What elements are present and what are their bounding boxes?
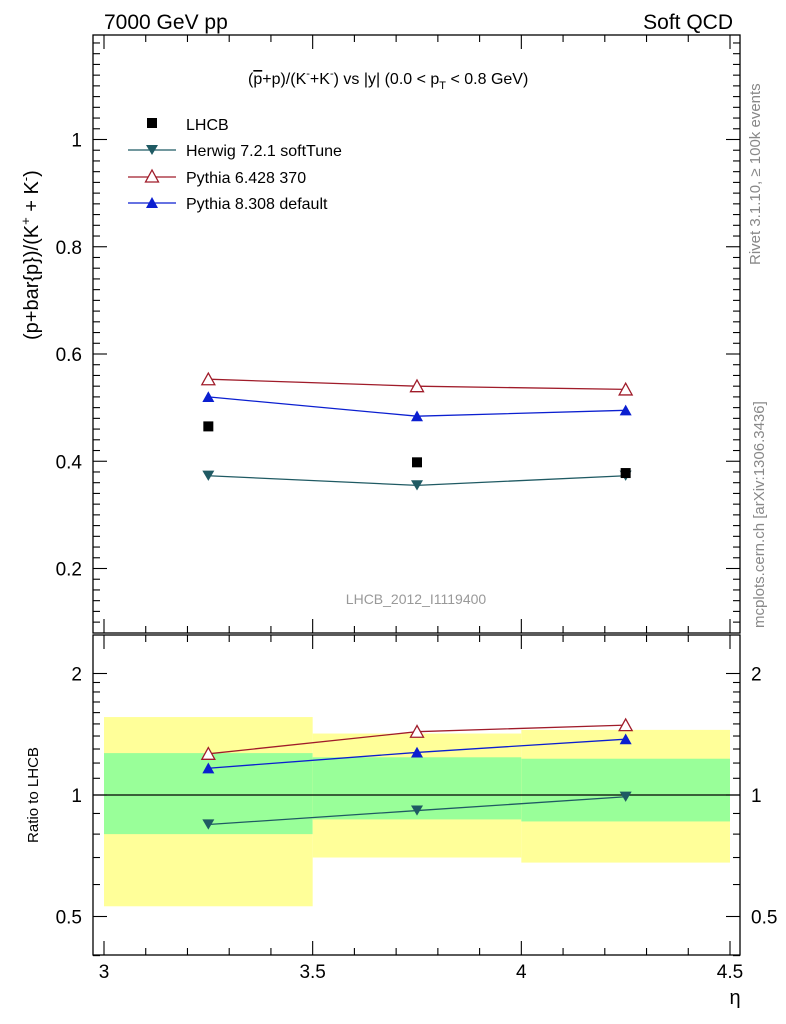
main-point-herwig xyxy=(202,470,215,481)
main-ytick-label: 0.2 xyxy=(56,560,82,581)
ratio-ytick-label-left: 1 xyxy=(71,786,82,807)
xtick-label: 4 xyxy=(516,962,527,983)
ratio-point-pythia8 xyxy=(202,762,215,774)
main-point-lhcb xyxy=(412,457,422,468)
main-ylabel: (p+bar{p})/(K+ + K-) xyxy=(18,170,43,340)
legend-marker-pythia8 xyxy=(146,197,158,208)
main-ytick-label: 0.4 xyxy=(56,452,83,473)
legend: LHCB Herwig 7.2.1 softTune Pythia 6.428 … xyxy=(128,117,342,213)
ratio-point-pythia8 xyxy=(411,746,423,758)
ratio-point-pythia8 xyxy=(619,733,632,745)
main-point-pythia8 xyxy=(202,391,215,402)
header-left: 7000 GeV pp xyxy=(104,11,228,34)
ratio-ytick-label-left: 0.5 xyxy=(56,908,82,929)
ratio-axis-ticks xyxy=(93,635,740,957)
legend-label-herwig: Herwig 7.2.1 softTune xyxy=(186,143,342,160)
main-ytick-label: 0.6 xyxy=(56,345,82,366)
legend-label-pythia8: Pythia 8.308 default xyxy=(186,196,328,213)
legend-item-pythia8: Pythia 8.308 default xyxy=(128,196,328,213)
mcplots-label: mcplots.cern.ch [arXiv:1306.3436] xyxy=(751,401,768,628)
ratio-ytick-label-right: 0.5 xyxy=(751,908,777,929)
legend-marker-herwig xyxy=(146,145,158,155)
main-point-pythia6 xyxy=(618,381,634,396)
rivet-label: Rivet 3.1.10, ≥ 100k events xyxy=(747,83,764,265)
main-data xyxy=(200,371,634,491)
header-right: Soft QCD xyxy=(643,11,733,34)
legend-marker-lhcb xyxy=(147,118,157,128)
ratio-point-pythia6 xyxy=(200,746,216,760)
xtick-label: 3.5 xyxy=(299,962,325,983)
main-point-lhcb xyxy=(620,468,631,479)
ratio-ytick-label-right: 1 xyxy=(751,786,762,807)
ratio-point-pythia6 xyxy=(618,717,634,732)
main-axis-ticks xyxy=(93,35,740,633)
main-point-lhcb xyxy=(203,421,214,432)
xtick-label: 4.5 xyxy=(717,962,743,983)
legend-item-pythia6: Pythia 6.428 370 xyxy=(128,168,306,187)
ratio-ylabel: Ratio to LHCB xyxy=(25,747,42,843)
ratio-point-herwig xyxy=(202,819,215,830)
ratio-xtick-labels: 3 3.5 4 4.5 xyxy=(99,962,744,983)
main-point-pythia6 xyxy=(409,378,425,393)
xtick-label: 3 xyxy=(99,962,110,983)
main-point-pythia8 xyxy=(411,410,423,422)
main-ytick-labels: 0.2 0.4 0.6 0.8 1 xyxy=(56,131,83,581)
legend-item-lhcb: LHCB xyxy=(147,117,229,134)
ratio-ytick-label-right: 2 xyxy=(751,665,762,686)
ratio-point-pythia6 xyxy=(409,724,425,738)
ratio-data xyxy=(200,717,634,830)
main-point-herwig xyxy=(411,480,423,491)
legend-label-pythia6: Pythia 6.428 370 xyxy=(186,170,306,187)
main-point-pythia8 xyxy=(619,404,632,416)
chart-title: (p+p)/(K-+K-) vs |y| (0.0 < pT < 0.8 GeV… xyxy=(248,68,528,92)
main-frame xyxy=(92,34,741,634)
main-point-pythia6 xyxy=(200,371,216,386)
main-ytick-label: 1 xyxy=(71,131,82,152)
ratio-ytick-label-left: 2 xyxy=(71,665,82,686)
ratio-point-herwig xyxy=(411,805,423,816)
title-pbar: p xyxy=(253,71,262,88)
analysis-id: LHCB_2012_I1119400 xyxy=(346,591,487,607)
legend-label-lhcb: LHCB xyxy=(186,117,229,134)
legend-item-herwig: Herwig 7.2.1 softTune xyxy=(128,143,342,160)
ratio-point-herwig xyxy=(619,791,632,802)
legend-marker-pythia6 xyxy=(144,168,160,183)
ratio-ytick-labels: 0.5 0.5 1 1 2 2 xyxy=(56,665,778,929)
main-ytick-label: 0.8 xyxy=(56,238,82,259)
ratio-band-inner xyxy=(521,758,730,822)
xlabel: η xyxy=(729,987,740,1009)
